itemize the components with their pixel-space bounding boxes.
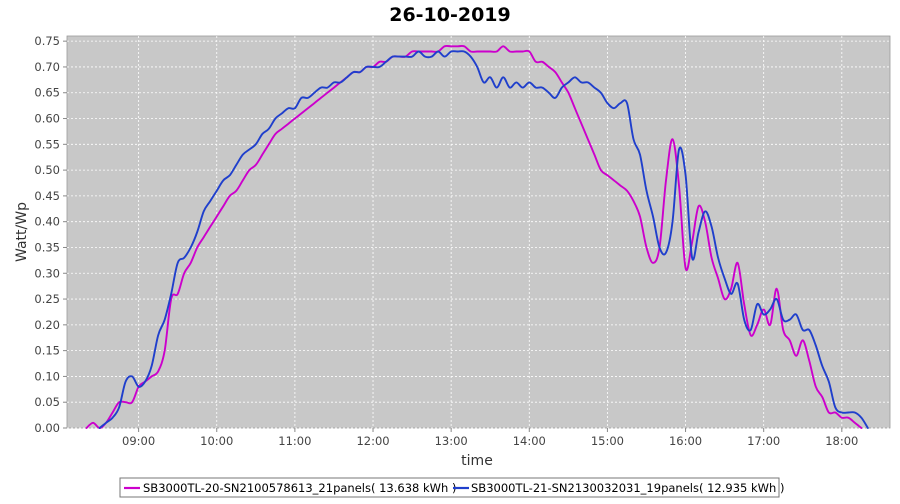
x-tick-label: 14:00 bbox=[513, 434, 546, 448]
y-axis-label: Watt/Wp bbox=[14, 202, 30, 262]
y-tick-label: 0.70 bbox=[34, 60, 60, 74]
y-tick-label: 0.30 bbox=[34, 266, 60, 280]
x-tick-label: 09:00 bbox=[122, 434, 155, 448]
x-tick-label: 10:00 bbox=[200, 434, 233, 448]
y-tick-label: 0.20 bbox=[34, 318, 60, 332]
y-tick-label: 0.05 bbox=[34, 395, 60, 409]
axes: 0.00 0.05 0.10 0.15 0.20 0.25 0.30 0.35 0.40 0.45… bbox=[34, 34, 858, 448]
x-tick-label: 13:00 bbox=[435, 434, 468, 448]
y-tick-label: 0.35 bbox=[34, 240, 60, 254]
y-tick-label: 0.40 bbox=[34, 215, 60, 229]
x-tick-label: 15:00 bbox=[591, 434, 624, 448]
y-tick-label: 0.65 bbox=[34, 86, 60, 100]
y-tick-label: 0.75 bbox=[34, 34, 60, 48]
legend: SB3000TL-20-SN2100578613_21panels( 13.63… bbox=[119, 477, 784, 498]
series-line-2 bbox=[98, 50, 869, 429]
y-tick-label: 0.25 bbox=[34, 292, 60, 306]
grid bbox=[67, 36, 890, 429]
x-tick-label: 17:00 bbox=[747, 434, 780, 448]
y-tick-label: 0.55 bbox=[34, 137, 60, 151]
x-tick-label: 12:00 bbox=[356, 434, 389, 448]
legend-label-series-2: SB3000TL-21-SN2130032031_19panels( 12.93… bbox=[471, 481, 784, 495]
y-tick-label: 0.00 bbox=[34, 421, 60, 435]
legend-label-series-1: SB3000TL-20-SN2100578613_21panels( 13.63… bbox=[143, 481, 456, 495]
y-tick-label: 0.10 bbox=[34, 369, 60, 383]
legend-box bbox=[119, 477, 780, 498]
y-tick-label: 0.50 bbox=[34, 163, 60, 177]
y-tick-label: 0.60 bbox=[34, 112, 60, 126]
chart-title: 26-10-2019 bbox=[389, 4, 511, 26]
series-lines bbox=[85, 44, 869, 429]
x-tick-label: 11:00 bbox=[278, 434, 311, 448]
series-line-1 bbox=[85, 44, 863, 429]
x-axis-label: time bbox=[461, 453, 493, 469]
y-tick-label: 0.45 bbox=[34, 189, 60, 203]
y-tick-label: 0.15 bbox=[34, 344, 60, 358]
x-tick-label: 18:00 bbox=[825, 434, 858, 448]
plot-area bbox=[66, 35, 891, 429]
x-tick-label: 16:00 bbox=[669, 434, 702, 448]
